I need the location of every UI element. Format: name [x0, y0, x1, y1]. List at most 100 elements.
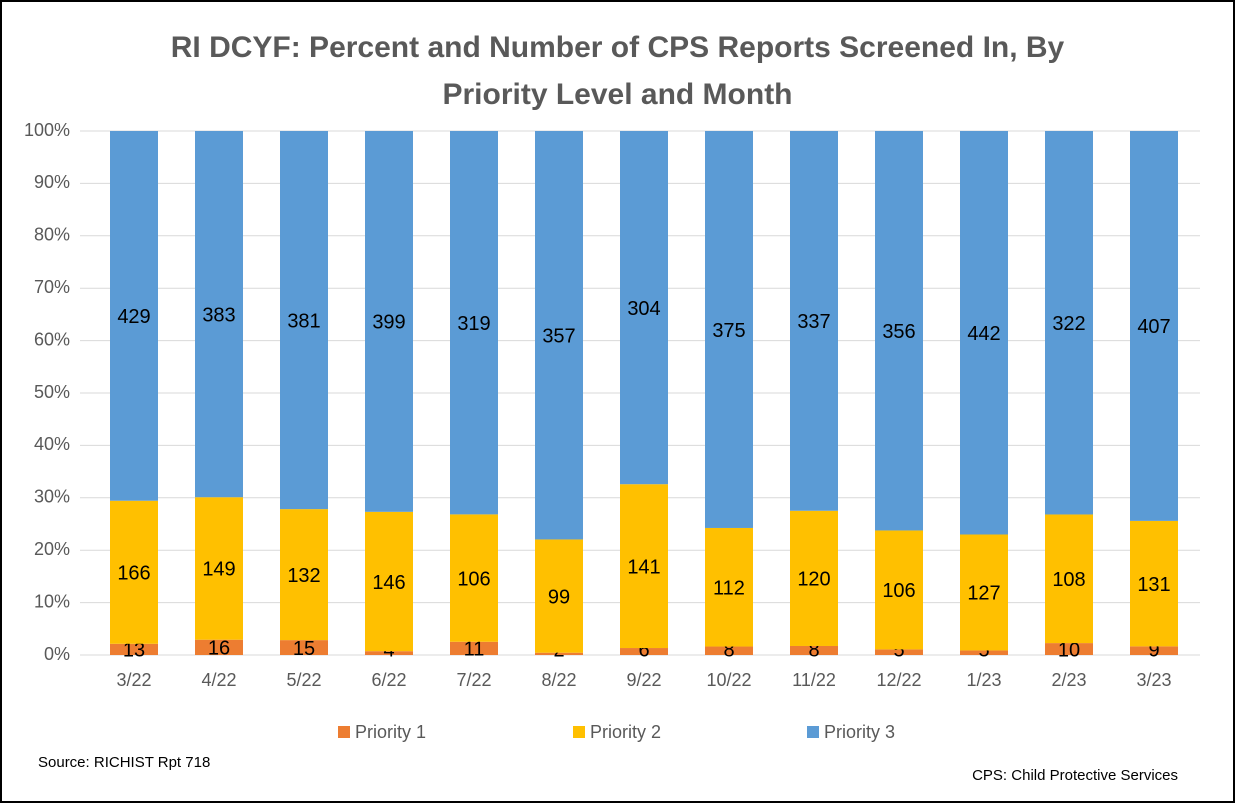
- bar-segment: [280, 131, 328, 510]
- y-tick-label: 90%: [34, 172, 70, 192]
- data-label: 132: [287, 565, 320, 587]
- y-tick-label: 80%: [34, 225, 70, 245]
- x-tick-label: 10/22: [706, 670, 751, 690]
- data-label: 381: [287, 310, 320, 332]
- x-tick-label: 5/22: [286, 670, 321, 690]
- y-tick-label: 100%: [24, 120, 70, 140]
- bar-segment: [110, 643, 158, 655]
- y-tick-label: 40%: [34, 434, 70, 454]
- data-label: 166: [117, 563, 150, 585]
- y-tick-label: 70%: [34, 277, 70, 297]
- bar-segment: [960, 650, 1008, 655]
- y-tick-label: 30%: [34, 487, 70, 507]
- data-label: 141: [627, 556, 660, 578]
- data-label: 106: [457, 568, 490, 590]
- data-label: 5: [893, 639, 904, 661]
- bar-segment: [280, 509, 328, 641]
- data-label: 6: [638, 639, 649, 661]
- legend-label: Priority 2: [590, 722, 661, 742]
- data-label: 8: [723, 639, 734, 661]
- data-label: 399: [372, 312, 405, 334]
- bar-segment: [535, 131, 583, 540]
- legend-label: Priority 1: [355, 722, 426, 742]
- x-tick-label: 8/22: [541, 670, 576, 690]
- bar-segment: [790, 645, 838, 655]
- x-tick-label: 1/23: [966, 670, 1001, 690]
- data-label: 429: [117, 306, 150, 328]
- bar-segment: [450, 131, 498, 515]
- bar-segment: [195, 131, 243, 498]
- bar-segment: [875, 649, 923, 655]
- data-label: 356: [882, 321, 915, 343]
- legend-swatch: [338, 726, 350, 738]
- bar-segment: [365, 511, 413, 652]
- data-label: 99: [548, 586, 570, 608]
- x-tick-label: 9/22: [626, 670, 661, 690]
- data-label: 337: [797, 311, 830, 333]
- x-tick-label: 4/22: [201, 670, 236, 690]
- data-label: 11: [464, 639, 485, 661]
- y-tick-label: 0%: [44, 644, 70, 664]
- data-label: 106: [882, 580, 915, 602]
- chart-title: RI DCYF: Percent and Number of CPS Repor…: [170, 31, 1065, 111]
- bar-segment: [620, 484, 668, 649]
- bar-segment: [790, 510, 838, 646]
- data-label: 149: [202, 559, 235, 581]
- y-tick-label: 20%: [34, 539, 70, 559]
- data-label: 146: [372, 572, 405, 594]
- x-tick-label: 12/22: [876, 670, 921, 690]
- bar-segment: [450, 641, 498, 655]
- x-tick-label: 3/23: [1136, 670, 1171, 690]
- bar-segment: [790, 131, 838, 511]
- data-label: 407: [1137, 316, 1170, 338]
- data-label: 383: [202, 304, 235, 326]
- bar-segment: [1130, 520, 1178, 647]
- data-label: 120: [797, 569, 830, 591]
- data-label: 8: [808, 639, 819, 661]
- data-label: 357: [542, 326, 575, 348]
- source: Source: RICHIST Rpt 718: [38, 754, 210, 771]
- bar-segment: [960, 131, 1008, 535]
- bar-segment: [705, 527, 753, 647]
- bar-segment: [450, 514, 498, 642]
- bar-segment: [875, 530, 923, 650]
- bar-segment: [1130, 646, 1178, 655]
- data-label: 10: [1058, 639, 1080, 661]
- data-label: 131: [1137, 574, 1170, 596]
- data-label: 319: [457, 313, 490, 335]
- bar-segment: [1045, 514, 1093, 644]
- x-tick-label: 6/22: [371, 670, 406, 690]
- bar-segment: [280, 640, 328, 655]
- bar-segment: [1130, 131, 1178, 521]
- bar-segment: [535, 539, 583, 653]
- bar-segment: [535, 652, 583, 655]
- data-label: 13: [123, 639, 145, 661]
- bar-segment: [705, 131, 753, 528]
- data-label: 127: [967, 583, 1000, 605]
- bar-segment: [195, 497, 243, 640]
- legend-swatch: [807, 726, 819, 738]
- bar-segment: [1045, 643, 1093, 655]
- bar-segment: [960, 534, 1008, 651]
- data-label: 112: [713, 578, 745, 600]
- bar-segment: [195, 639, 243, 655]
- bar-segment: [110, 500, 158, 644]
- x-tick-label: 2/23: [1051, 670, 1086, 690]
- y-tick-label: 60%: [34, 329, 70, 349]
- bar-segment: [620, 131, 668, 485]
- bar-segment: [365, 651, 413, 655]
- data-label: 304: [627, 298, 660, 320]
- bar-segment: [705, 646, 753, 655]
- data-label: 108: [1052, 569, 1085, 591]
- note: CPS: Child Protective Services: [972, 767, 1178, 784]
- data-label: 15: [293, 638, 315, 660]
- data-label: 16: [208, 638, 230, 660]
- bar-segment: [1045, 131, 1093, 515]
- x-tick-label: 7/22: [456, 670, 491, 690]
- bar-segment: [875, 131, 923, 531]
- legend-swatch: [573, 726, 585, 738]
- data-label: 9: [1148, 639, 1159, 661]
- bar-segment: [620, 648, 668, 655]
